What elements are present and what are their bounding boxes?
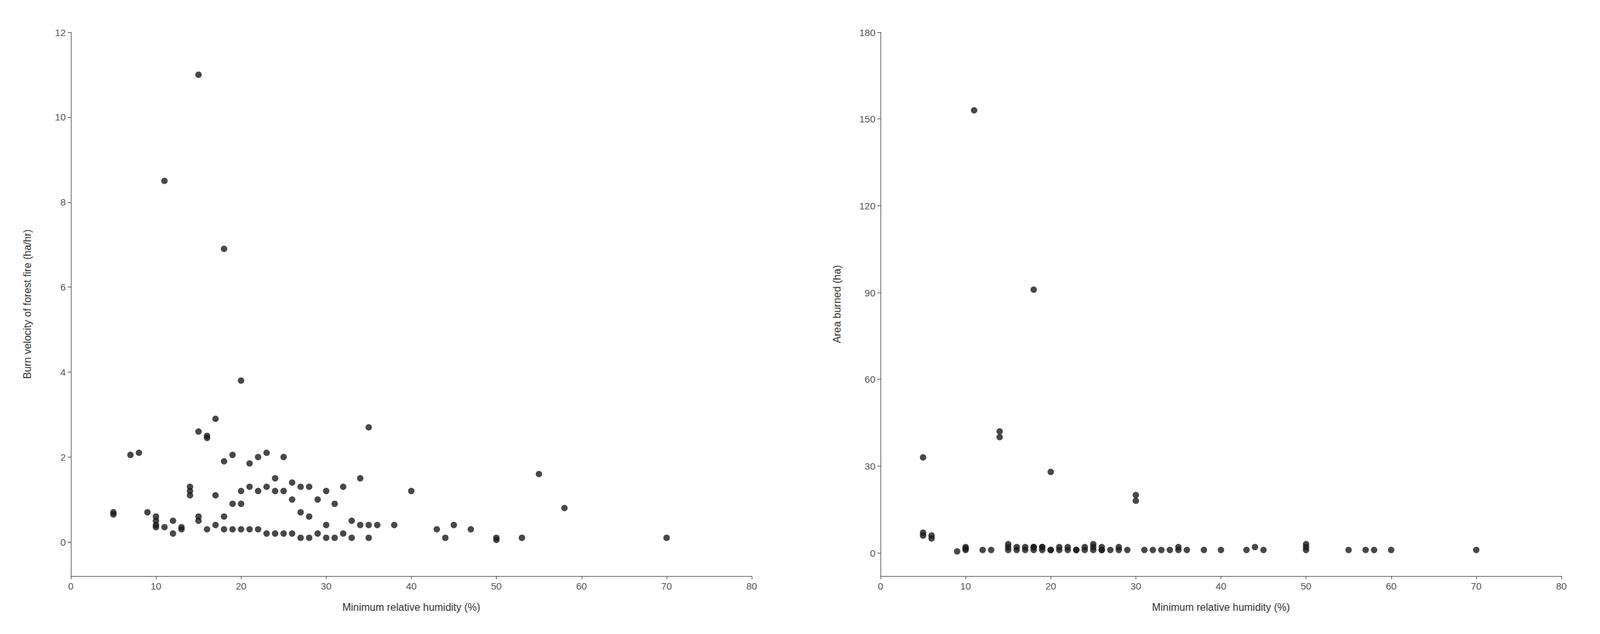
svg-text:70: 70 (1471, 580, 1483, 592)
svg-text:12: 12 (54, 27, 66, 39)
svg-text:80: 80 (746, 580, 758, 592)
svg-text:50: 50 (490, 580, 502, 592)
svg-text:Area burned (ha): Area burned (ha) (831, 265, 843, 344)
svg-text:120: 120 (859, 200, 876, 212)
svg-text:0: 0 (68, 580, 74, 592)
svg-text:2: 2 (60, 451, 66, 463)
svg-text:60: 60 (575, 580, 587, 592)
svg-text:150: 150 (859, 113, 876, 125)
svg-text:10: 10 (150, 580, 162, 592)
svg-text:Minimum relative humidity (%): Minimum relative humidity (%) (342, 601, 480, 613)
svg-text:40: 40 (1215, 580, 1227, 592)
svg-text:80: 80 (1556, 580, 1568, 592)
svg-text:Burn velocity of forest fire (: Burn velocity of forest fire (ha/hr) (21, 229, 33, 379)
svg-text:30: 30 (1130, 580, 1142, 592)
svg-text:10: 10 (960, 580, 972, 592)
svg-text:90: 90 (864, 287, 876, 299)
svg-text:0: 0 (60, 536, 66, 548)
svg-text:0: 0 (870, 547, 876, 559)
svg-text:50: 50 (1300, 580, 1312, 592)
svg-text:70: 70 (661, 580, 673, 592)
svg-text:180: 180 (859, 27, 876, 39)
svg-text:6: 6 (60, 281, 66, 293)
svg-text:60: 60 (864, 373, 876, 385)
svg-text:0: 0 (877, 580, 884, 592)
svg-text:10: 10 (54, 111, 66, 123)
svg-text:30: 30 (864, 460, 876, 472)
svg-text:Minimum relative humidity (%): Minimum relative humidity (%) (1151, 601, 1290, 613)
svg-text:4: 4 (60, 366, 66, 378)
svg-text:40: 40 (405, 580, 417, 592)
svg-text:60: 60 (1385, 580, 1397, 592)
svg-text:8: 8 (60, 196, 66, 208)
svg-text:30: 30 (320, 580, 332, 592)
svg-text:20: 20 (1045, 580, 1057, 592)
svg-text:20: 20 (235, 580, 247, 592)
